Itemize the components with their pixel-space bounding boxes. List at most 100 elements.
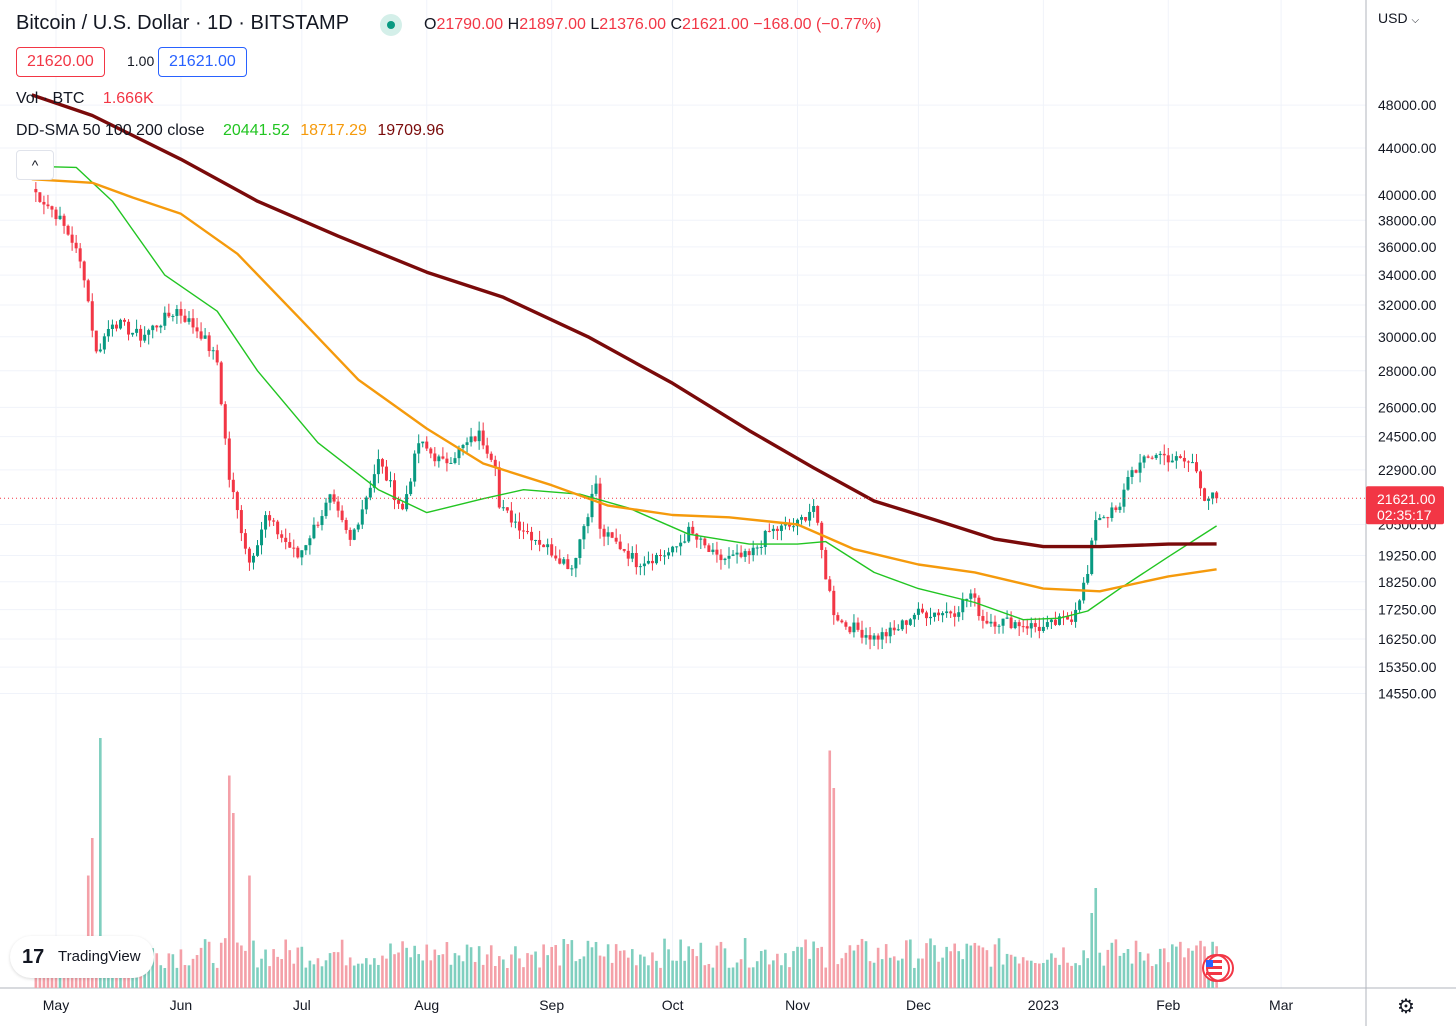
- volume-bar: [373, 958, 376, 988]
- volume-bar: [643, 956, 646, 988]
- candle-body: [783, 524, 787, 526]
- candle-body: [941, 613, 945, 616]
- candle-body: [566, 559, 570, 570]
- volume-bar: [602, 956, 606, 988]
- candle-body: [123, 319, 127, 322]
- volume-bar: [703, 965, 707, 988]
- volume-bar: [308, 960, 312, 988]
- volume-bar: [913, 967, 916, 988]
- volume-bar: [90, 838, 94, 988]
- candle-body: [356, 524, 360, 530]
- candle-body: [808, 511, 812, 521]
- candle-body: [582, 526, 586, 540]
- candle-body: [239, 510, 243, 534]
- volume-bar: [385, 958, 388, 988]
- candle-body: [876, 635, 880, 640]
- collapse-legend-button[interactable]: ^: [16, 150, 54, 180]
- sma-legend[interactable]: DD-SMA 50 100 200 close 20441.52 18717.2…: [16, 122, 444, 140]
- volume-bar: [892, 956, 896, 988]
- volume-bar: [421, 960, 425, 988]
- volume-bar: [1090, 913, 1094, 988]
- volume-bar: [1134, 940, 1138, 988]
- volume-bar: [1179, 941, 1182, 988]
- volume-bar: [296, 947, 300, 988]
- candle-body: [372, 474, 376, 488]
- volume-bar: [731, 967, 735, 988]
- candle-body: [1033, 623, 1037, 627]
- currency-label: USD: [1378, 10, 1408, 26]
- candle-body: [912, 614, 916, 620]
- x-tick-label: Jul: [293, 997, 311, 1013]
- candle-body: [1207, 498, 1211, 501]
- volume-bar: [461, 961, 465, 988]
- volume-bar: [1005, 953, 1009, 988]
- candle-body: [183, 315, 187, 322]
- volume-bar: [352, 965, 356, 988]
- candle-body: [1118, 506, 1122, 510]
- x-tick-label: Dec: [906, 997, 931, 1013]
- tradingview-logo[interactable]: 17 TradingView: [10, 936, 154, 978]
- volume-bar: [707, 963, 711, 988]
- candle-body: [796, 519, 800, 527]
- candle-body: [546, 544, 550, 548]
- candle-body: [735, 552, 739, 555]
- open-label: O: [424, 16, 437, 33]
- candle-body: [42, 201, 46, 205]
- volume-bar: [530, 954, 533, 988]
- candle-body: [860, 629, 864, 638]
- candle-body: [449, 462, 453, 464]
- candle-body: [719, 554, 723, 561]
- volume-bar: [953, 943, 956, 988]
- volume-bar: [1191, 950, 1194, 988]
- symbol-title[interactable]: Bitcoin / U.S. Dollar · 1D · BITSTAMP: [16, 12, 350, 34]
- settings-gear-icon[interactable]: ⚙: [1397, 996, 1415, 1018]
- candle-body: [904, 620, 908, 625]
- volume-bar: [788, 967, 791, 988]
- candle-body: [767, 530, 771, 532]
- volume-bar: [409, 957, 412, 988]
- candle-body: [364, 497, 368, 510]
- candle-body: [187, 318, 191, 322]
- candle-body: [997, 625, 1001, 627]
- volume-bar: [292, 963, 296, 988]
- volume-bar: [1130, 963, 1134, 988]
- candle-body: [1158, 453, 1162, 456]
- volume-legend[interactable]: Vol · BTC 1.666K: [16, 90, 154, 108]
- volume-bar: [1013, 956, 1017, 988]
- candle-body: [699, 538, 703, 540]
- market-status-icon[interactable]: [380, 14, 402, 36]
- volume-bar: [832, 788, 836, 988]
- candle-body: [965, 598, 969, 600]
- volume-bar: [1058, 964, 1061, 988]
- us-flag-icon[interactable]: [1196, 954, 1236, 982]
- volume-bar: [489, 945, 493, 988]
- candle-body: [864, 635, 868, 638]
- sma200-value: 19709.96: [377, 122, 445, 139]
- ask-button[interactable]: 21621.00: [158, 47, 247, 77]
- candle-body: [1090, 540, 1094, 574]
- candle-body: [763, 530, 767, 548]
- candle-body: [896, 629, 900, 631]
- volume-bar: [905, 940, 908, 988]
- candle-body: [1005, 617, 1009, 619]
- candle-body: [1170, 460, 1174, 463]
- candle-body: [316, 524, 320, 526]
- candle-body: [683, 541, 687, 543]
- candle-body: [570, 568, 574, 570]
- volume-bar: [747, 967, 751, 988]
- candle-body: [46, 204, 50, 207]
- candle-body: [445, 458, 449, 464]
- candle-body: [473, 436, 477, 442]
- volume-bar: [240, 945, 243, 988]
- volume-bar: [695, 956, 699, 988]
- currency-selector[interactable]: USD ⌵: [1378, 10, 1419, 26]
- volume-bar: [743, 938, 747, 988]
- candle-body: [957, 612, 961, 617]
- candle-body: [663, 555, 667, 557]
- candle-body: [1102, 517, 1106, 519]
- volume-bar: [260, 958, 263, 988]
- bid-button[interactable]: 21620.00: [16, 47, 105, 77]
- y-tick-label: 22900.00: [1378, 462, 1437, 478]
- volume-bar: [1046, 959, 1049, 988]
